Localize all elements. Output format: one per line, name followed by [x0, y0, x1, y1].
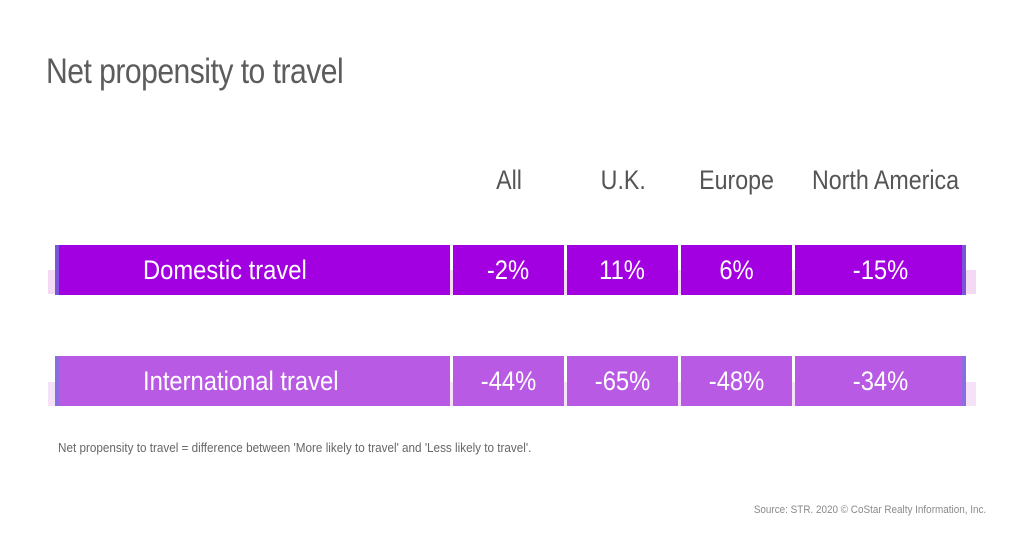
row-label-international: International travel: [55, 356, 450, 406]
row-edge-left: [55, 245, 59, 295]
source-credit: Source: STR. 2020 © CoStar Realty Inform…: [753, 504, 986, 516]
cell-international-north-america: -34%: [795, 356, 966, 406]
cell-international-europe: -48%: [681, 356, 792, 406]
column-header-all: All: [496, 165, 522, 195]
cell-international-uk: -65%: [567, 356, 678, 406]
row-edge-left: [55, 356, 59, 406]
cell-domestic-all: -2%: [453, 245, 564, 295]
column-header-europe: Europe: [699, 165, 775, 195]
table-row-domestic: Domestic travel -2% 11% 6% -15%: [0, 245, 1022, 295]
footnote: Net propensity to travel = difference be…: [58, 440, 532, 455]
column-header-uk: U.K.: [600, 165, 646, 195]
row-edge-right: [962, 245, 966, 295]
cell-domestic-europe: 6%: [681, 245, 792, 295]
cell-international-all: -44%: [453, 356, 564, 406]
table-row-international: International travel -44% -65% -48% -34%: [0, 356, 1022, 406]
cell-domestic-north-america: -15%: [795, 245, 966, 295]
row-edge-right: [962, 356, 966, 406]
row-label-domestic: Domestic travel: [55, 245, 450, 295]
chart-title: Net propensity to travel: [46, 52, 344, 91]
cell-domestic-uk: 11%: [567, 245, 678, 295]
column-header-north-america: North America: [812, 165, 960, 195]
